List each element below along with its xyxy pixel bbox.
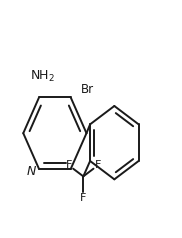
Text: F: F [95, 160, 101, 170]
Text: NH$_2$: NH$_2$ [30, 69, 55, 84]
Text: N: N [27, 165, 36, 178]
Text: Br: Br [81, 83, 94, 95]
Text: F: F [66, 160, 72, 170]
Text: F: F [80, 193, 86, 203]
